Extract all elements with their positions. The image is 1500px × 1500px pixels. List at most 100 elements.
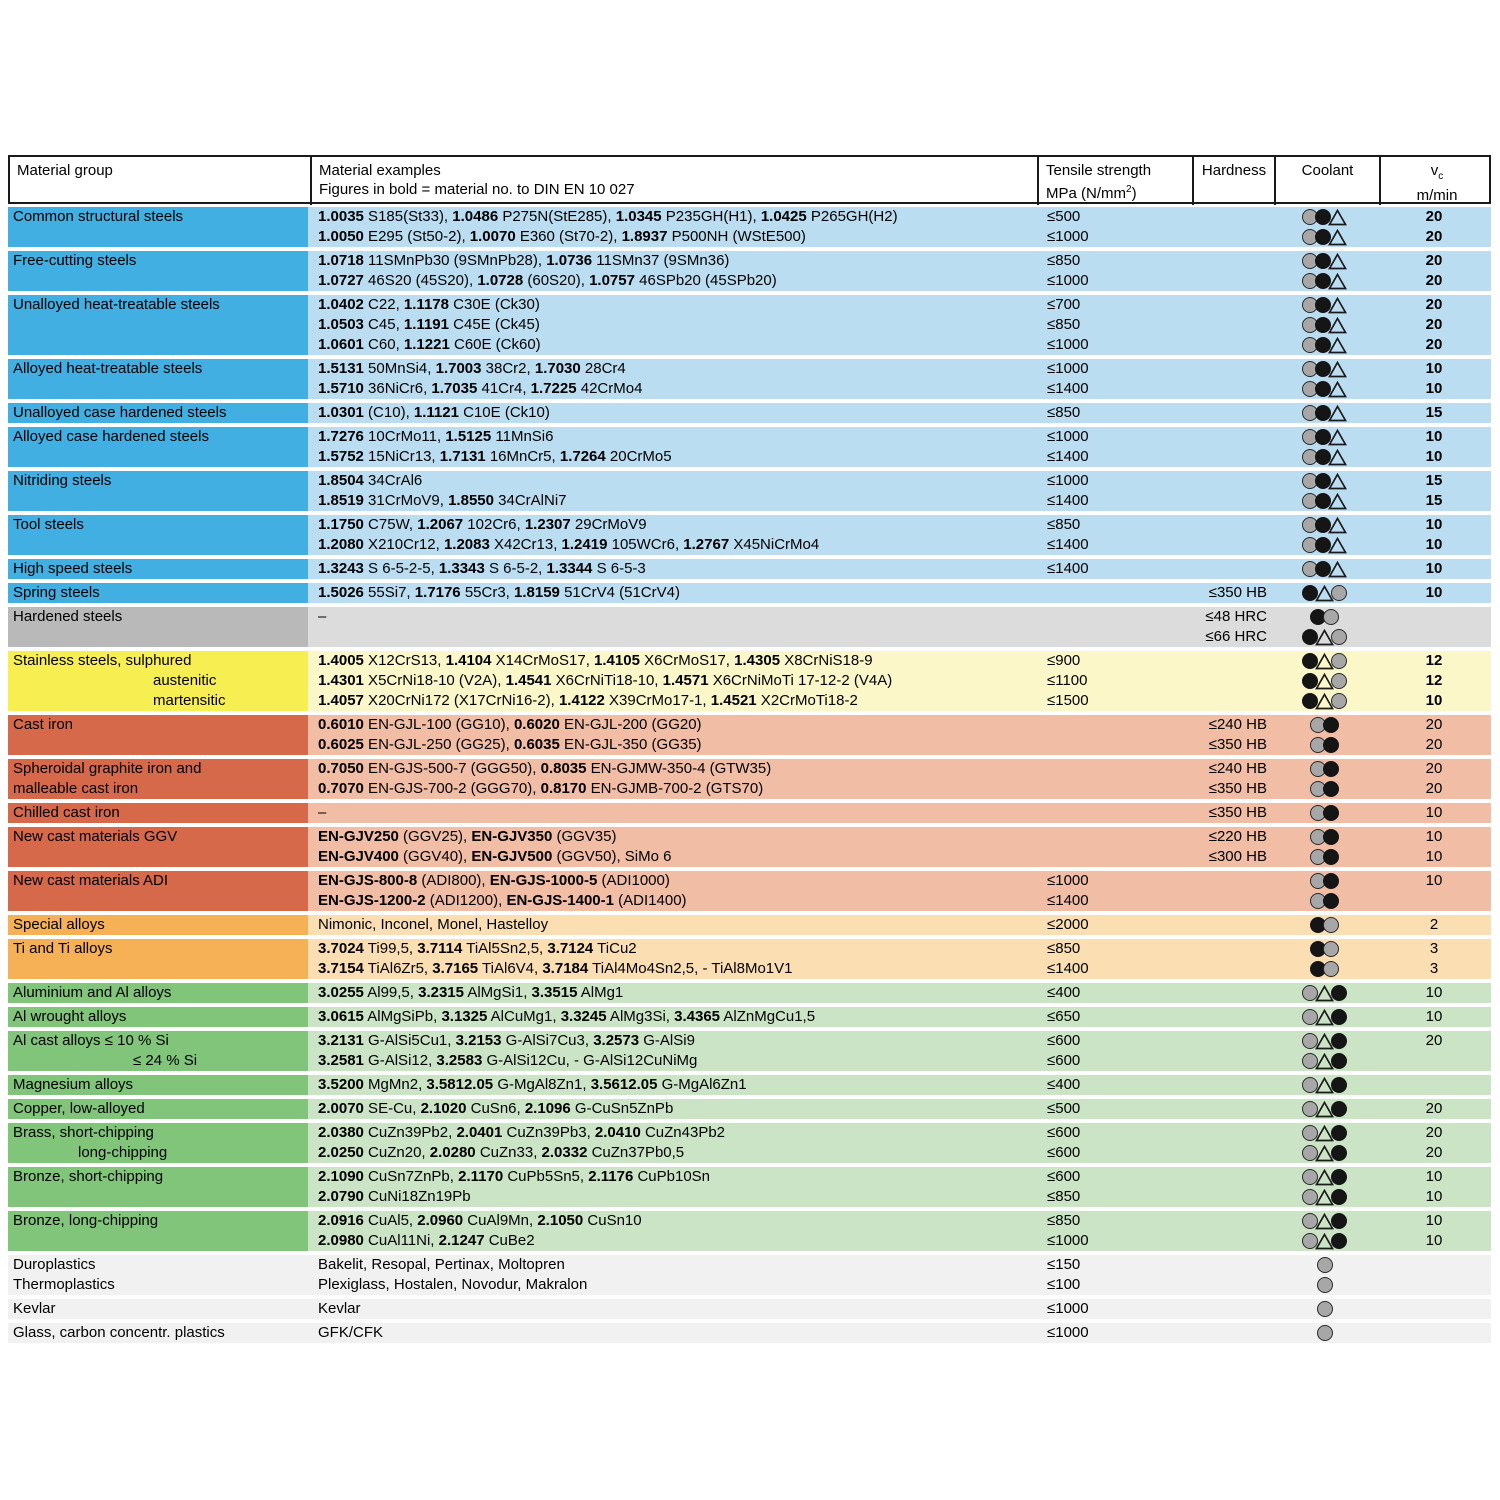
- coolant-black-circle-icon: [1331, 1101, 1347, 1117]
- material-group-label-cell: Thermoplastics: [8, 1275, 308, 1295]
- coolant-black-circle-icon: [1302, 693, 1318, 709]
- coolant-cell: [1272, 1031, 1377, 1051]
- tensile-strength-cell: ≤1400: [1047, 960, 1089, 977]
- coolant-triangle-icon: [1315, 1032, 1334, 1049]
- material-examples-cell: 2.0980 CuAl11Ni, 2.1247 CuBe2: [318, 1232, 535, 1249]
- hardness-cell: ≤350 HB: [1208, 584, 1267, 601]
- coolant-triangle-icon: [1328, 472, 1347, 489]
- material-group-band: Bronze, long-chipping 2.0916 CuAl5, 2.096…: [8, 1211, 1491, 1251]
- hardness-cell: [1190, 939, 1272, 959]
- coolant-black-circle-icon: [1315, 297, 1331, 313]
- material-group-label-cell: Special alloys: [8, 915, 308, 935]
- material-examples-cell: 1.4301 X5CrNi18-10 (V2A), 1.4541 X6CrNiT…: [318, 672, 893, 689]
- material-examples-cell: 1.0402 C22, 1.1178 C30E (Ck30): [318, 296, 540, 313]
- material-group-label-line: austenitic: [153, 672, 217, 689]
- hardness-cell: [1190, 1123, 1272, 1143]
- material-group-band: Al wrought alloys 3.0615 AlMgSiPb, 3.1325…: [8, 1007, 1491, 1027]
- material-group-band: Tool steels 1.1750 C75W, 1.2067 102Cr6, 1…: [8, 515, 1491, 555]
- hardness-cell: [1190, 983, 1272, 1003]
- tensile-strength-cell: ≤500: [1047, 1100, 1081, 1117]
- coolant-gray-circle-icon: [1316, 1257, 1333, 1273]
- coolant-black-circle-icon: [1315, 405, 1331, 421]
- material-group-label-cell: Ti and Ti alloys: [8, 939, 308, 979]
- cutting-speed-cell: [1377, 1051, 1491, 1071]
- hardness-cell: [1190, 651, 1272, 671]
- coolant-gray-circle-icon: [1331, 585, 1347, 601]
- coolant-black-circle-icon: [1323, 737, 1339, 753]
- material-group-band: Magnesium alloys 3.5200 MgMn2, 3.5812.05 …: [8, 1075, 1491, 1095]
- cutting-speed-cell: 12: [1425, 672, 1443, 689]
- coolant-black-circle-icon: [1331, 1053, 1347, 1069]
- material-group-label-cell: Copper, low-alloyed: [8, 1099, 308, 1119]
- coolant-triangle-icon: [1315, 1144, 1334, 1161]
- hardness-cell: [1190, 1255, 1272, 1275]
- cutting-speed-cell: 20: [1425, 228, 1443, 245]
- tensile-strength-cell: ≤1000: [1047, 272, 1089, 289]
- tensile-strength-cell: ≤700: [1047, 296, 1081, 313]
- coolant-gray-circle-icon: [1316, 1301, 1333, 1317]
- coolant-cell: [1272, 671, 1377, 691]
- hardness-cell: [1190, 379, 1272, 399]
- material-group-label-cell: Al wrought alloys: [8, 1007, 308, 1027]
- vc-subscript: c: [1438, 171, 1444, 182]
- material-group-band: Common structural steels 1.0035 S185(St33…: [8, 207, 1491, 247]
- coolant-cell: [1272, 627, 1377, 647]
- material-group-label-line: Chilled cast iron: [13, 804, 120, 821]
- material-group-label-line: Alloyed case hardened steels: [13, 428, 209, 445]
- cutting-speed-cell: 10: [1425, 692, 1443, 709]
- tensile-strength-cell: ≤600: [1047, 1144, 1081, 1161]
- coolant-black-circle-icon: [1331, 1145, 1347, 1161]
- hardness-cell: [1190, 1167, 1272, 1187]
- coolant-cell: [1272, 1323, 1377, 1343]
- material-examples-cell: 1.4057 X20CrNi172 (X17CrNi16-2), 1.4122 …: [318, 692, 858, 709]
- coolant-black-circle-icon: [1315, 473, 1331, 489]
- hardness-cell: [1190, 1323, 1272, 1343]
- hardness-cell: [1190, 427, 1272, 447]
- material-group-label-cell: Brass, short-chipping: [8, 1123, 308, 1143]
- coolant-cell: [1272, 959, 1377, 979]
- tensile-strength-cell: ≤1400: [1047, 892, 1089, 909]
- material-group-label-line: New cast materials GGV: [13, 828, 178, 845]
- coolant-triangle-icon: [1328, 252, 1347, 269]
- cutting-speed-cell: 10: [1425, 984, 1443, 1001]
- coolant-gray-circle-icon: [1302, 1053, 1318, 1069]
- cutting-speed-cell: 20: [1425, 1144, 1443, 1161]
- coolant-cell: [1272, 1051, 1377, 1071]
- material-group-label-line: Bronze, short-chipping: [13, 1168, 164, 1185]
- material-examples-cell: EN-GJS-1200-2 (ADI1200), EN-GJS-1400-1 (…: [318, 892, 687, 909]
- material-group-band: Kevlar Kevlar ≤1000: [8, 1299, 1491, 1319]
- tensile-strength-cell: ≤600: [1047, 1124, 1081, 1141]
- cutting-speed-cell: 20: [1425, 716, 1443, 733]
- material-group-label-line: Common structural steels: [13, 208, 184, 225]
- coolant-black-circle-icon: [1323, 893, 1339, 909]
- col-header-coolant: Coolant: [1274, 157, 1379, 205]
- coolant-cell: [1272, 1187, 1377, 1207]
- tensile-strength-cell: [1035, 583, 1190, 603]
- coolant-gray-circle-icon: [1302, 1125, 1318, 1141]
- material-group-label-line: Al cast alloys ≤ 10 % Si: [13, 1032, 169, 1049]
- material-group-band: Al cast alloys ≤ 10 % Si ≤ 24 % Si 3.2131 …: [8, 1031, 1491, 1071]
- material-group-label-cell: Al cast alloys ≤ 10 % Si: [8, 1031, 308, 1051]
- tensile-strength-cell: ≤600: [1047, 1168, 1081, 1185]
- coolant-triangle-icon: [1328, 360, 1347, 377]
- material-group-label-line: Brass, short-chipping: [13, 1124, 154, 1141]
- coolant-triangle-icon: [1328, 404, 1347, 421]
- hardness-cell: ≤66 HRC: [1205, 628, 1267, 645]
- col-header-tensile-strength: Tensile strength MPa (N/mm2): [1037, 157, 1192, 205]
- material-examples-cell: 1.8519 31CrMoV9, 1.8550 34CrAlNi7: [318, 492, 567, 509]
- coolant-cell: [1272, 759, 1377, 779]
- material-examples-cell: 1.5131 50MnSi4, 1.7003 38Cr2, 1.7030 28C…: [318, 360, 626, 377]
- material-group-label-line: Bronze, long-chipping: [13, 1212, 159, 1229]
- coolant-cell: [1272, 207, 1377, 227]
- material-group-label-cell: Free-cutting steels: [8, 251, 308, 291]
- coolant-triangle-icon: [1328, 516, 1347, 533]
- tensile-strength-cell: ≤900: [1047, 652, 1081, 669]
- coolant-cell: [1272, 779, 1377, 799]
- col-header-material-examples: Material examples Figures in bold = mate…: [310, 157, 1037, 205]
- tensile-strength-cell: ≤1100: [1047, 672, 1088, 689]
- material-group-band: Brass, short-chipping long-chipping 2.0380…: [8, 1123, 1491, 1163]
- cutting-speed-cell: [1377, 1255, 1491, 1275]
- tensile-strength-cell: ≤850: [1047, 1188, 1081, 1205]
- cutting-speed-cell: 20: [1425, 780, 1443, 797]
- cutting-speed-cell: 15: [1425, 492, 1443, 509]
